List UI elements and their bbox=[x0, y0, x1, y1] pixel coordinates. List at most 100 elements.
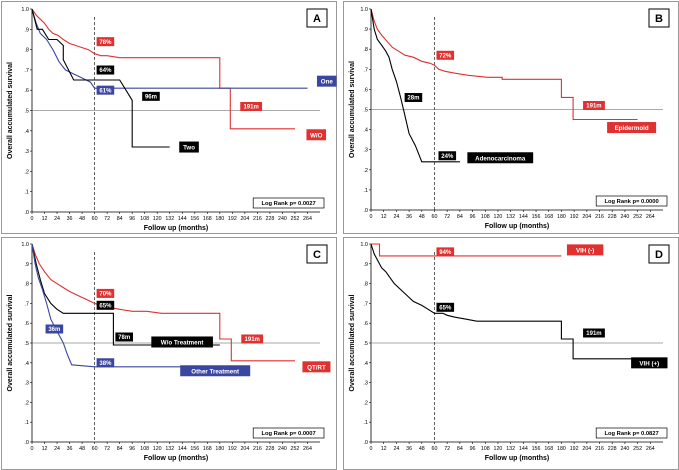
annotation-4: 38% bbox=[96, 358, 115, 368]
annotation-4: 191m bbox=[240, 102, 263, 111]
x-tick-label: 180 bbox=[215, 446, 224, 452]
annotation-text: 65% bbox=[439, 306, 452, 312]
series-line-1 bbox=[31, 243, 220, 346]
x-tick-label: 204 bbox=[240, 446, 249, 452]
y-tick-label: .5 bbox=[24, 109, 29, 115]
panel-letter: D bbox=[655, 249, 663, 261]
series-line-0 bbox=[371, 243, 562, 257]
x-tick-label: 192 bbox=[570, 214, 579, 220]
panel-letter: A bbox=[313, 13, 321, 25]
y-tick-label: .3 bbox=[363, 381, 368, 387]
annotation-text: 78% bbox=[99, 40, 112, 46]
y-tick-label: .8 bbox=[363, 47, 368, 53]
annotation-1: 65% bbox=[436, 302, 455, 312]
y-tick-label: .1 bbox=[363, 188, 368, 194]
x-tick-label: 84 bbox=[117, 446, 123, 452]
x-tick-label: 132 bbox=[506, 214, 515, 220]
x-tick-label: 72 bbox=[104, 216, 110, 222]
x-tick-label: 36 bbox=[406, 446, 412, 452]
series-label-1: W/o Treatment bbox=[151, 336, 213, 348]
series-label-1: VIH (+) bbox=[631, 357, 668, 369]
series-label-box bbox=[151, 336, 213, 348]
annotation-box bbox=[240, 102, 263, 111]
annotation-0: 72% bbox=[436, 50, 455, 60]
x-tick-label: 24 bbox=[393, 214, 399, 220]
x-tick-label: 216 bbox=[253, 446, 262, 452]
x-tick-label: 156 bbox=[190, 446, 199, 452]
y-tick-label: 1.0 bbox=[360, 7, 368, 13]
series-label-0: Epidermoid bbox=[607, 122, 657, 134]
series-label-text: VIH (+) bbox=[639, 360, 659, 367]
x-axis-title: Follow up (months) bbox=[144, 225, 209, 232]
annotation-box bbox=[583, 328, 605, 338]
x-tick-label: 192 bbox=[228, 216, 237, 222]
x-tick-label: 240 bbox=[278, 446, 287, 452]
y-tick-label: .5 bbox=[363, 341, 368, 347]
annotation-text: 36m bbox=[48, 327, 60, 333]
annotation-2: 61% bbox=[96, 85, 115, 95]
x-tick-label: 24 bbox=[393, 446, 399, 452]
annotation-1: 28m bbox=[404, 93, 423, 102]
x-tick-label: 168 bbox=[544, 446, 553, 452]
annotation-text: 191m bbox=[245, 337, 260, 343]
annotation-5: 191m bbox=[241, 334, 264, 344]
annotation-0: 94% bbox=[436, 247, 455, 257]
x-tick-label: 132 bbox=[165, 446, 174, 452]
annotation-box bbox=[436, 50, 455, 60]
log-rank-box bbox=[595, 195, 668, 207]
series-line-1 bbox=[31, 8, 308, 89]
series-label-box bbox=[302, 361, 331, 373]
x-tick-label: 228 bbox=[265, 216, 274, 222]
y-tick-label: .5 bbox=[363, 108, 368, 114]
series-label-box bbox=[180, 365, 251, 377]
y-axis-title: Overall accumulated survival bbox=[7, 295, 14, 392]
annotation-text: 64% bbox=[99, 68, 112, 74]
y-tick-label: .2 bbox=[24, 400, 29, 406]
y-tick-label: .5 bbox=[24, 341, 29, 347]
series-label-2: Other Treatment bbox=[180, 365, 251, 377]
y-tick-label: .7 bbox=[363, 67, 368, 73]
y-tick-label: .7 bbox=[363, 301, 368, 307]
annotation-text: 24% bbox=[441, 154, 454, 160]
x-axis-title: Follow up (months) bbox=[485, 223, 550, 230]
series-label-text: QT/RT bbox=[307, 364, 326, 371]
y-tick-label: .3 bbox=[24, 149, 29, 155]
y-tick-label: 1.0 bbox=[21, 7, 29, 13]
y-tick-label: .0 bbox=[363, 440, 368, 446]
series-label-box bbox=[607, 122, 657, 134]
x-tick-label: 84 bbox=[117, 216, 123, 222]
panel-a: .0 .1 .2 .3 .4 .5 .6 .7 .8 .9 1.0 0 12 24 36 48 60 72 84 96… bbox=[1, 1, 337, 234]
x-tick-label: 48 bbox=[79, 446, 85, 452]
x-tick-label: 156 bbox=[190, 216, 199, 222]
x-tick-label: 168 bbox=[544, 214, 553, 220]
annotation-box bbox=[96, 37, 115, 47]
x-tick-label: 108 bbox=[140, 216, 149, 222]
y-tick-label: .1 bbox=[24, 190, 29, 196]
x-tick-label: 216 bbox=[253, 216, 262, 222]
log-rank-text: Log Rank p= 0.0027 bbox=[261, 201, 315, 207]
x-tick-label: 60 bbox=[92, 446, 98, 452]
y-axis-title: Overall accumulated survival bbox=[349, 295, 356, 392]
y-tick-label: .7 bbox=[24, 68, 29, 74]
y-tick-label: .6 bbox=[24, 321, 29, 327]
x-tick-label: 240 bbox=[620, 214, 629, 220]
x-tick-label: 108 bbox=[481, 214, 490, 220]
x-tick-label: 60 bbox=[432, 214, 438, 220]
x-tick-label: 96 bbox=[129, 216, 135, 222]
y-tick-label: .0 bbox=[24, 210, 29, 216]
series-label-1: One bbox=[316, 75, 337, 87]
x-tick-label: 132 bbox=[506, 446, 515, 452]
panel-letter-box bbox=[306, 8, 328, 28]
annotation-text: 61% bbox=[99, 88, 112, 94]
x-tick-label: 228 bbox=[608, 214, 617, 220]
y-tick-label: .3 bbox=[24, 381, 29, 387]
series-label-text: One bbox=[321, 79, 334, 86]
log-rank-box bbox=[252, 197, 325, 209]
x-tick-label: 108 bbox=[140, 446, 149, 452]
y-tick-label: .6 bbox=[363, 321, 368, 327]
x-tick-label: 72 bbox=[444, 214, 450, 220]
series-line-0 bbox=[31, 8, 295, 130]
series-line-2 bbox=[31, 8, 170, 148]
annotation-text: 191m bbox=[243, 105, 258, 111]
y-tick-label: .6 bbox=[363, 87, 368, 93]
